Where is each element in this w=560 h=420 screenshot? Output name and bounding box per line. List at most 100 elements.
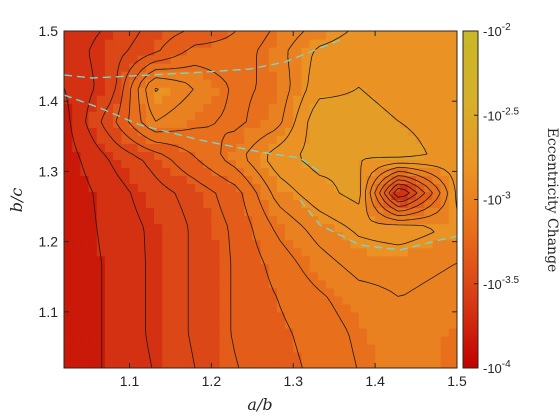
heatmap-cell	[154, 271, 163, 281]
heatmap-cell	[366, 223, 376, 233]
heatmap-cell	[244, 191, 253, 201]
heatmap-cell	[285, 39, 294, 48]
heatmap-cell	[88, 103, 98, 112]
heatmap-cell	[276, 311, 286, 321]
heatmap-cell	[358, 119, 368, 128]
heatmap-cell	[154, 263, 163, 273]
heatmap-cell	[424, 143, 434, 152]
heatmap-cell	[121, 63, 131, 72]
heatmap-cell	[383, 335, 393, 345]
heatmap-cell	[260, 119, 270, 128]
heatmap-cell	[145, 159, 155, 168]
heatmap-cell	[72, 311, 81, 321]
heatmap-cell	[96, 319, 106, 329]
heatmap-cell	[424, 351, 434, 361]
heatmap-cell	[195, 175, 204, 185]
heatmap-cell	[407, 55, 417, 64]
heatmap-cell	[137, 143, 147, 152]
heatmap-cell	[219, 159, 229, 168]
heatmap-cell	[268, 151, 278, 160]
heatmap-cell	[154, 303, 163, 313]
heatmap-cell	[145, 183, 155, 193]
heatmap-cell	[186, 319, 196, 329]
heatmap-cell	[64, 271, 73, 281]
heatmap-cell	[145, 271, 155, 281]
heatmap-cell	[334, 71, 343, 80]
heatmap-cell	[432, 39, 442, 48]
heatmap-cell	[129, 119, 139, 128]
heatmap-cell	[432, 279, 442, 289]
heatmap-cell	[399, 63, 409, 72]
heatmap-cell	[276, 175, 286, 185]
heatmap-cell	[211, 135, 221, 144]
heatmap-cell	[309, 31, 319, 40]
heatmap-cell	[416, 183, 425, 193]
heatmap-cell	[195, 359, 204, 368]
heatmap-cell	[170, 47, 180, 56]
heatmap-cell	[293, 343, 303, 353]
heatmap-cell	[391, 191, 401, 201]
heatmap-cell	[244, 319, 253, 329]
heatmap-cell	[301, 79, 311, 88]
heatmap-cell	[203, 319, 212, 329]
heatmap-cell	[391, 39, 401, 48]
heatmap-cell	[301, 207, 311, 217]
heatmap-cell	[104, 215, 114, 225]
heatmap-cell	[317, 287, 327, 297]
heatmap-cell	[366, 239, 376, 249]
heatmap-cell	[72, 119, 81, 128]
heatmap-cell	[399, 303, 409, 313]
heatmap-cell	[285, 55, 294, 64]
heatmap-cell	[375, 55, 384, 64]
heatmap-cell	[383, 63, 393, 72]
heatmap-cell	[424, 199, 434, 209]
heatmap-cell	[178, 255, 188, 265]
heatmap-cell	[64, 159, 73, 168]
heatmap-cell	[301, 279, 311, 289]
heatmap-cell	[416, 351, 425, 361]
heatmap-cell	[285, 351, 294, 361]
heatmap-cell	[342, 327, 352, 337]
heatmap-cell	[235, 71, 245, 80]
heatmap-cell	[121, 167, 131, 177]
heatmap-cell	[317, 31, 327, 40]
heatmap-cell	[203, 143, 212, 152]
heatmap-cell	[383, 191, 393, 201]
heatmap-cell	[293, 143, 303, 152]
heatmap-cell	[80, 271, 90, 281]
heatmap-cell	[293, 39, 303, 48]
heatmap-cell	[227, 159, 237, 168]
heatmap-cell	[448, 335, 457, 345]
heatmap-cell	[154, 351, 163, 361]
heatmap-cell	[366, 311, 376, 321]
heatmap-cell	[448, 311, 457, 321]
heatmap-cell	[235, 295, 245, 305]
heatmap-cell	[342, 319, 352, 329]
heatmap-cell	[104, 231, 114, 241]
heatmap-cell	[170, 55, 180, 64]
heatmap-cell	[129, 31, 139, 40]
heatmap-cell	[317, 215, 327, 225]
heatmap-cell	[203, 95, 212, 104]
heatmap-cell	[104, 311, 114, 321]
heatmap-cell	[276, 231, 286, 241]
heatmap-cell	[342, 55, 352, 64]
heatmap-cell	[64, 303, 73, 313]
heatmap-cell	[440, 255, 450, 265]
heatmap-cell	[162, 303, 172, 313]
heatmap-cell	[317, 327, 327, 337]
heatmap-cell	[162, 255, 172, 265]
heatmap-cell	[80, 95, 90, 104]
heatmap-cell	[170, 303, 180, 313]
heatmap-cell	[227, 111, 237, 120]
heatmap-cell	[121, 279, 131, 289]
heatmap-cell	[178, 39, 188, 48]
heatmap-cell	[203, 335, 212, 345]
heatmap-cell	[113, 287, 122, 297]
heatmap-cell	[80, 127, 90, 136]
heatmap-cell	[195, 159, 204, 168]
heatmap-cell	[80, 255, 90, 265]
heatmap-cell	[293, 63, 303, 72]
heatmap-cell	[260, 31, 270, 40]
heatmap-cell	[121, 87, 131, 96]
